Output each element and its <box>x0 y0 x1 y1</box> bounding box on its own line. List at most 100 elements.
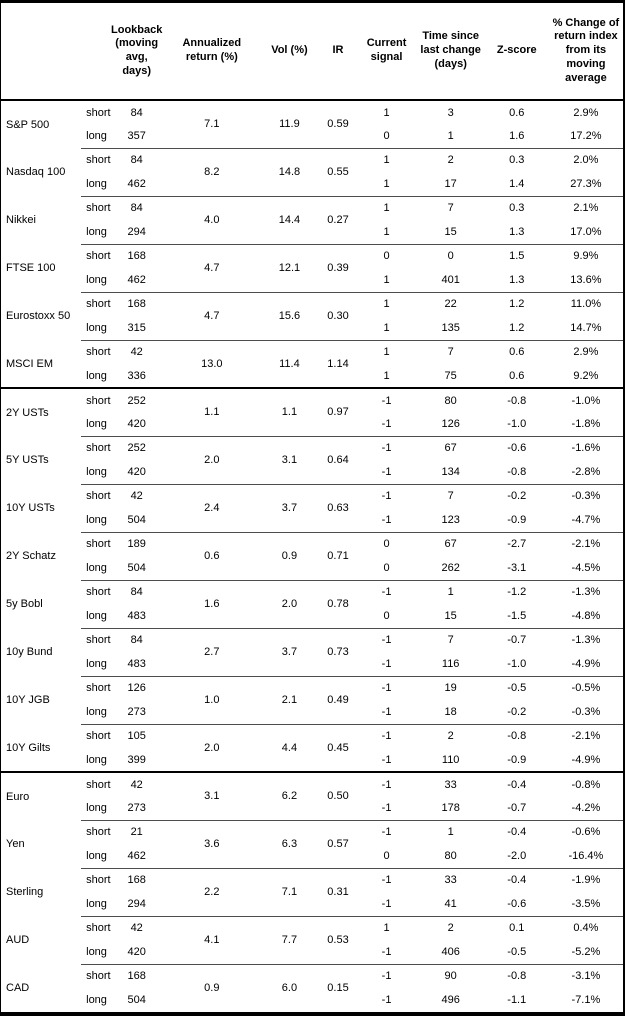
lookback-value: 357 <box>109 124 165 149</box>
pct-change-value: -0.3% <box>571 490 601 503</box>
asset-name-cell: S&P 500 <box>6 118 50 131</box>
z-score-value: -0.5 <box>507 682 527 695</box>
pct-change-value: 2.1% <box>573 202 599 215</box>
pct-change-value: -0.3% <box>548 700 623 725</box>
horizon-label: short <box>86 586 111 599</box>
current-signal-value: 1 <box>356 316 417 341</box>
z-score-value: -0.2 <box>507 490 527 503</box>
lookback-value: 462 <box>109 844 165 869</box>
lookback-value: 42 <box>130 922 143 935</box>
vol-value: 12.1 <box>259 244 320 293</box>
time-since-value: 496 <box>441 994 460 1006</box>
asset-row-long: long 420 -1 134 -0.8 -2.8% <box>1 460 623 485</box>
lookback-value: 294 <box>109 220 165 245</box>
asset-name-cell: AUD <box>6 934 30 946</box>
vol-value: 3.7 <box>259 484 320 533</box>
z-score-value: -0.2 <box>484 700 549 725</box>
time-since-value: 110 <box>416 748 485 773</box>
horizon-label: long <box>81 700 110 725</box>
asset-name-cell: 2Y Schatz <box>6 550 56 562</box>
horizon-label: short <box>86 778 111 791</box>
horizon-label: long <box>81 124 110 149</box>
vol-value: 6.0 <box>281 982 298 995</box>
horizon-label: short <box>86 826 111 839</box>
lookback-value: 84 <box>130 202 143 215</box>
pct-change-value: 27.3% <box>548 172 623 197</box>
time-since-value: 15 <box>416 604 485 629</box>
current-signal-value: -1 <box>381 994 392 1006</box>
horizon-label: long <box>81 796 110 821</box>
lookback-value: 168 <box>127 970 146 983</box>
ir-value: 1.14 <box>319 340 357 389</box>
horizon-label: long <box>81 412 110 437</box>
ir-value: 0.78 <box>319 580 357 629</box>
lookback-value: 420 <box>109 460 165 485</box>
z-score-value: 1.3 <box>484 268 549 293</box>
ir-value: 0.53 <box>319 916 357 965</box>
current-signal-value: -1 <box>381 778 392 791</box>
z-score-value: -0.8 <box>507 730 527 743</box>
horizon-label: long <box>81 748 110 773</box>
pct-change-value: 17.2% <box>548 124 623 149</box>
annualized-return-value: 3.6 <box>164 820 260 869</box>
pct-change-value: -1.3% <box>571 634 601 647</box>
vol-value: 14.4 <box>259 196 320 245</box>
horizon-label: short <box>86 538 111 551</box>
z-score-value: 1.2 <box>484 316 549 341</box>
horizon-label: short <box>86 394 111 407</box>
asset-row-long: long 294 -1 41 -0.6 -3.5% <box>1 892 623 917</box>
horizon-label: short <box>86 442 111 455</box>
time-since-value: 90 <box>444 970 457 983</box>
vol-value: 0.9 <box>259 532 320 581</box>
time-since-value: 2 <box>447 154 454 167</box>
pct-change-value: 14.7% <box>548 316 623 341</box>
pct-change-value: -4.8% <box>548 604 623 629</box>
vol-value: 11.9 <box>259 100 320 149</box>
current-signal-value: -1 <box>381 442 392 455</box>
time-since-value: 1 <box>447 826 454 839</box>
vol-value: 2.1 <box>259 676 320 725</box>
time-since-value: 15 <box>416 220 485 245</box>
time-since-value: 123 <box>416 508 485 533</box>
time-since-value: 80 <box>416 844 485 869</box>
z-score-value: -0.7 <box>484 796 549 821</box>
pct-change-value: -7.1% <box>571 994 601 1006</box>
z-score-value: -1.5 <box>484 604 549 629</box>
horizon-label: short <box>86 874 111 887</box>
z-score-value: -1.0 <box>484 412 549 437</box>
lookback-value: 483 <box>109 652 165 677</box>
z-score-value: 0.6 <box>484 364 549 389</box>
lookback-value: 315 <box>109 316 165 341</box>
horizon-label: long <box>81 844 110 869</box>
annualized-return-value: 1.0 <box>164 676 260 725</box>
pct-change-value: -3.5% <box>548 892 623 917</box>
asset-row-short: CAD short 168 0.9 6.0 0.15 -1 90 -0.8 -3.1% <box>1 964 623 994</box>
col-header-time-since-last-change: Time since last change (days) <box>416 3 485 101</box>
time-since-value: 135 <box>416 316 485 341</box>
z-score-value: 1.2 <box>509 298 525 311</box>
col-header-vol: Vol (%) <box>259 3 320 101</box>
pct-change-value: -3.1% <box>571 970 601 983</box>
ir-value: 0.49 <box>319 676 357 725</box>
z-score-value: -0.8 <box>507 394 527 407</box>
time-since-value: 2 <box>447 730 454 743</box>
asset-row-long: long 462 1 17 1.4 27.3% <box>1 172 623 197</box>
lookback-value: 294 <box>109 892 165 917</box>
current-signal-value: 0 <box>356 124 417 149</box>
asset-row-long: long 273 -1 178 -0.7 -4.2% <box>1 796 623 821</box>
pct-change-value: -16.4% <box>548 844 623 869</box>
asset-name-cell: 5y Bobl <box>6 598 43 610</box>
ir-value: 0.97 <box>319 388 357 437</box>
horizon-label: short <box>86 154 111 167</box>
pct-change-value: -1.0% <box>571 394 601 407</box>
asset-name-cell: CAD <box>6 982 30 994</box>
col-header-horizon <box>81 3 110 101</box>
asset-row-long: long 462 1 401 1.3 13.6% <box>1 268 623 293</box>
ir-value: 0.15 <box>327 982 349 995</box>
current-signal-value: 1 <box>356 220 417 245</box>
horizon-label: short <box>86 346 111 359</box>
current-signal-value: 0 <box>383 538 390 551</box>
horizon-label: long <box>81 268 110 293</box>
pct-change-value: 11.0% <box>570 298 602 311</box>
